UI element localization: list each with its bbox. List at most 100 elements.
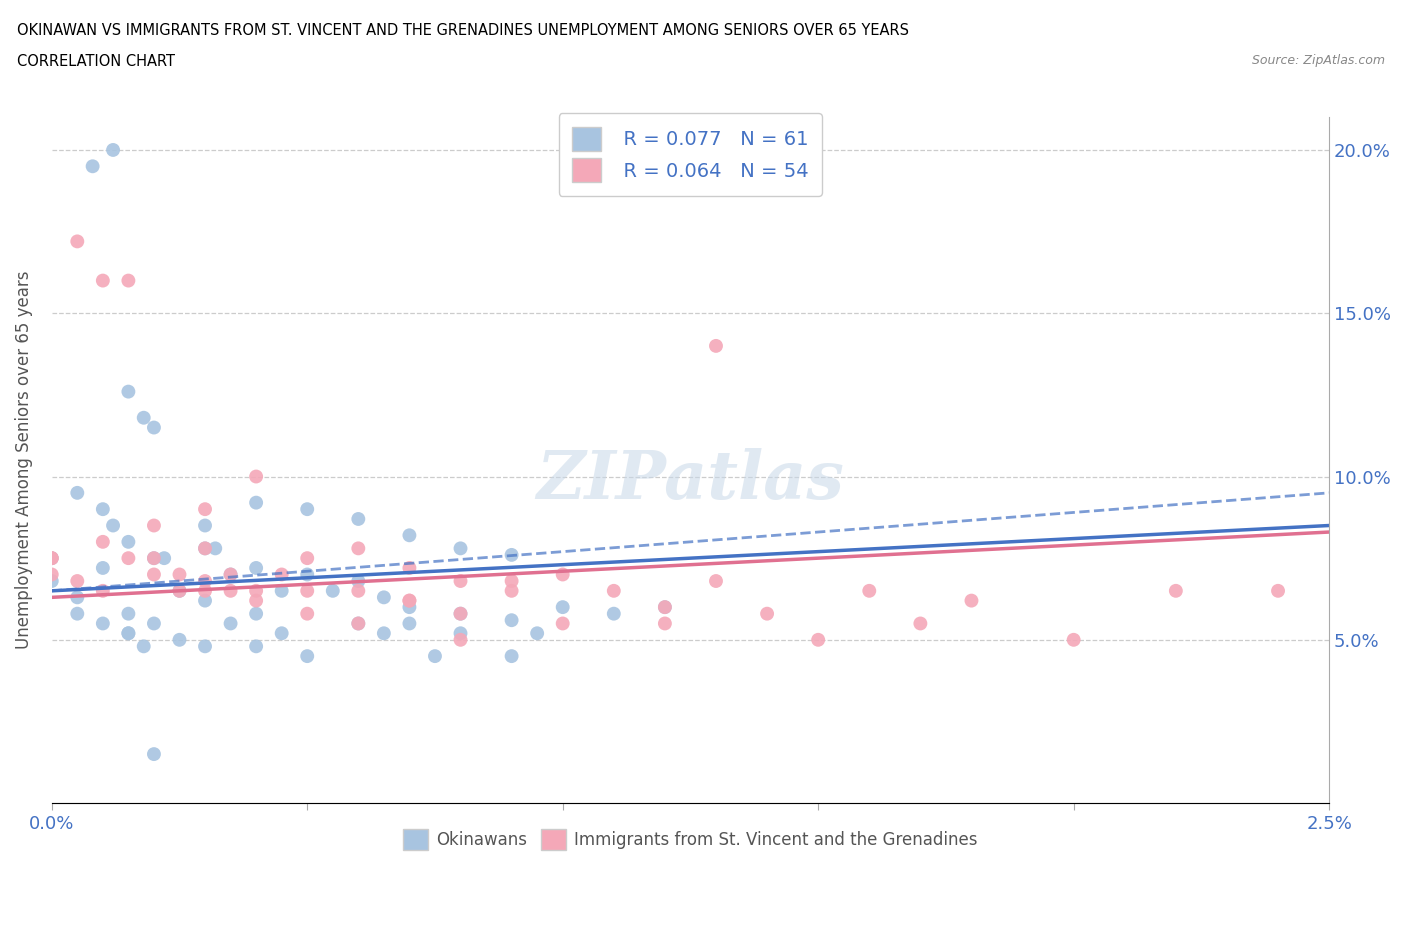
- Point: [654, 600, 676, 615]
- Point: [297, 606, 319, 621]
- Text: Source: ZipAtlas.com: Source: ZipAtlas.com: [1251, 54, 1385, 67]
- Legend: Okinawans, Immigrants from St. Vincent and the Grenadines: Okinawans, Immigrants from St. Vincent a…: [396, 823, 984, 857]
- Point: [101, 518, 124, 533]
- Point: [194, 541, 217, 556]
- Point: [245, 583, 267, 598]
- Point: [169, 567, 191, 582]
- Point: [910, 616, 932, 631]
- Point: [194, 639, 217, 654]
- Point: [373, 590, 395, 604]
- Point: [41, 551, 63, 565]
- Point: [101, 142, 124, 157]
- Point: [245, 469, 267, 484]
- Point: [526, 626, 548, 641]
- Point: [423, 649, 446, 664]
- Point: [501, 574, 523, 589]
- Point: [91, 561, 114, 576]
- Point: [551, 600, 574, 615]
- Point: [142, 567, 165, 582]
- Point: [373, 626, 395, 641]
- Point: [450, 606, 472, 621]
- Point: [270, 583, 292, 598]
- Point: [603, 606, 626, 621]
- Point: [41, 551, 63, 565]
- Point: [41, 574, 63, 589]
- Point: [297, 649, 319, 664]
- Point: [450, 632, 472, 647]
- Point: [219, 583, 242, 598]
- Point: [1267, 583, 1289, 598]
- Point: [117, 535, 139, 550]
- Point: [91, 535, 114, 550]
- Point: [398, 561, 420, 576]
- Point: [807, 632, 830, 647]
- Point: [66, 574, 89, 589]
- Point: [551, 567, 574, 582]
- Point: [142, 551, 165, 565]
- Point: [858, 583, 880, 598]
- Point: [245, 495, 267, 510]
- Point: [219, 616, 242, 631]
- Point: [132, 410, 155, 425]
- Point: [704, 339, 727, 353]
- Point: [654, 616, 676, 631]
- Point: [960, 593, 983, 608]
- Point: [194, 502, 217, 517]
- Point: [66, 590, 89, 604]
- Point: [117, 384, 139, 399]
- Point: [297, 567, 319, 582]
- Point: [142, 616, 165, 631]
- Point: [398, 600, 420, 615]
- Point: [297, 551, 319, 565]
- Point: [169, 632, 191, 647]
- Point: [91, 583, 114, 598]
- Point: [245, 606, 267, 621]
- Point: [322, 583, 344, 598]
- Point: [82, 159, 104, 174]
- Point: [603, 583, 626, 598]
- Y-axis label: Unemployment Among Seniors over 65 years: Unemployment Among Seniors over 65 years: [15, 271, 32, 649]
- Point: [398, 593, 420, 608]
- Point: [347, 583, 370, 598]
- Text: CORRELATION CHART: CORRELATION CHART: [17, 54, 174, 69]
- Point: [398, 593, 420, 608]
- Point: [91, 616, 114, 631]
- Point: [1164, 583, 1187, 598]
- Point: [245, 639, 267, 654]
- Point: [41, 567, 63, 582]
- Point: [117, 551, 139, 565]
- Point: [1063, 632, 1085, 647]
- Point: [117, 626, 139, 641]
- Point: [450, 541, 472, 556]
- Point: [654, 600, 676, 615]
- Point: [450, 606, 472, 621]
- Point: [347, 616, 370, 631]
- Point: [91, 273, 114, 288]
- Point: [704, 574, 727, 589]
- Point: [270, 626, 292, 641]
- Point: [245, 561, 267, 576]
- Point: [450, 574, 472, 589]
- Point: [501, 613, 523, 628]
- Point: [219, 567, 242, 582]
- Point: [117, 626, 139, 641]
- Text: OKINAWAN VS IMMIGRANTS FROM ST. VINCENT AND THE GRENADINES UNEMPLOYMENT AMONG SE: OKINAWAN VS IMMIGRANTS FROM ST. VINCENT …: [17, 23, 908, 38]
- Point: [194, 574, 217, 589]
- Point: [169, 583, 191, 598]
- Point: [245, 593, 267, 608]
- Point: [194, 593, 217, 608]
- Point: [347, 616, 370, 631]
- Text: ZIPatlas: ZIPatlas: [537, 448, 845, 513]
- Point: [142, 551, 165, 565]
- Point: [347, 512, 370, 526]
- Point: [91, 502, 114, 517]
- Point: [66, 606, 89, 621]
- Point: [398, 528, 420, 543]
- Point: [450, 626, 472, 641]
- Point: [194, 583, 217, 598]
- Point: [132, 639, 155, 654]
- Point: [551, 616, 574, 631]
- Point: [297, 583, 319, 598]
- Point: [501, 548, 523, 563]
- Point: [153, 551, 176, 565]
